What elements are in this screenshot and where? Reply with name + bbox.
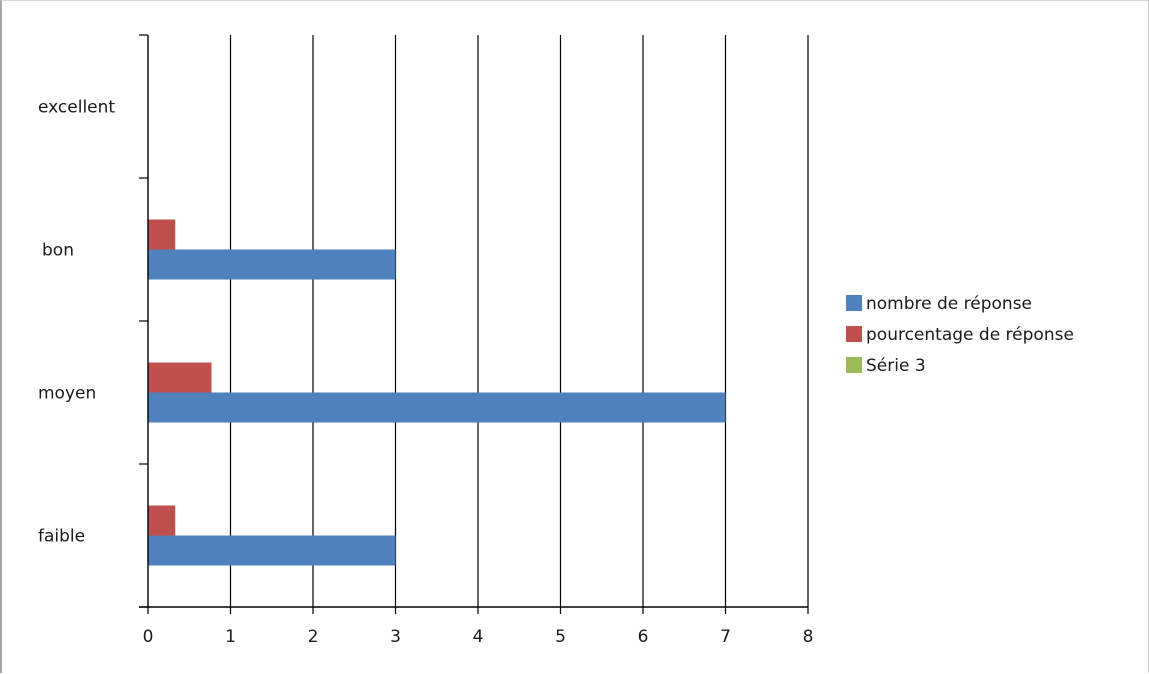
- x-tick-label: 3: [390, 627, 401, 647]
- legend-swatch-2: [846, 326, 862, 342]
- x-tick-label: 2: [308, 627, 319, 647]
- legend: nombre de réponse pourcentage de réponse S…: [846, 294, 1074, 376]
- gridlines: [229, 35, 809, 607]
- x-tick-label: 8: [803, 627, 814, 647]
- bar-moyen-series-1: [148, 392, 726, 423]
- y-category-label: bon: [42, 241, 74, 261]
- bar-moyen-series-2: [148, 362, 212, 393]
- legend-swatch-3: [846, 357, 862, 373]
- axes: 0 1 2 3 4 5 6 7 8 faible moyen bon excellent: [38, 34, 814, 647]
- bar-bon-series-2: [148, 219, 176, 250]
- legend-label-1: nombre de réponse: [866, 294, 1032, 314]
- x-tick-label: 6: [638, 627, 649, 647]
- y-category-label: excellent: [38, 98, 115, 118]
- bars: [148, 219, 726, 566]
- bar-faible-series-1: [148, 535, 396, 566]
- y-category-label: moyen: [38, 384, 96, 404]
- legend-label-3: Série 3: [866, 356, 926, 376]
- bar-bon-series-1: [148, 249, 396, 280]
- x-tick-label: 4: [473, 627, 484, 647]
- legend-label-2: pourcentage de réponse: [866, 325, 1074, 345]
- bar-faible-series-2: [148, 505, 176, 536]
- y-category-label: faible: [38, 527, 85, 547]
- x-tick-label: 0: [143, 627, 154, 647]
- x-tick-label: 1: [225, 627, 236, 647]
- legend-swatch-1: [846, 295, 862, 311]
- x-tick-label: 5: [555, 627, 566, 647]
- x-tick-label: 7: [720, 627, 731, 647]
